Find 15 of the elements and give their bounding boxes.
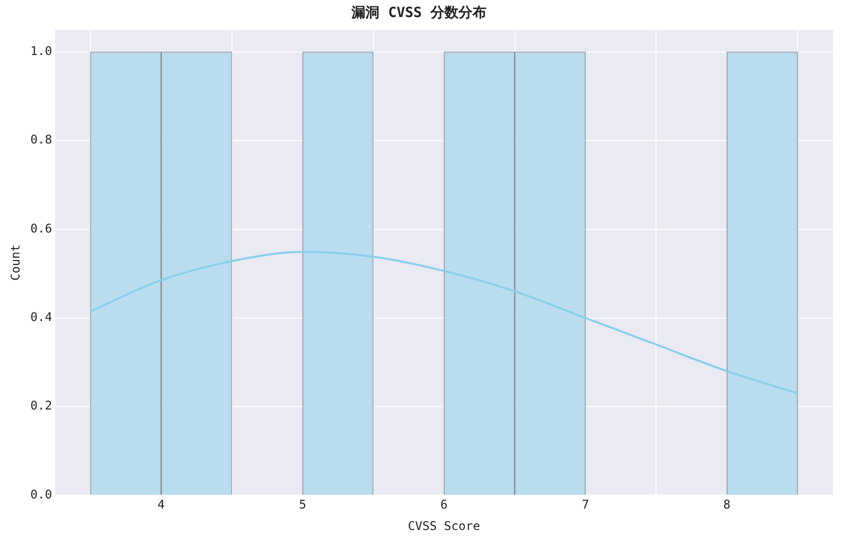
- y-tick-label: 0.6: [30, 221, 52, 236]
- y-tick-label: 1.0: [30, 44, 52, 58]
- y-tick-label: 0.2: [30, 398, 52, 413]
- y-tick-label: 0.4: [30, 310, 52, 324]
- x-tick-label: 7: [582, 498, 590, 512]
- y-axis-title: Count: [8, 244, 22, 281]
- x-tick-label: 5: [298, 498, 306, 512]
- chart-title: 漏洞 CVSS 分数分布: [350, 5, 486, 22]
- x-tick-label: 8: [723, 498, 731, 512]
- line-series: [89, 250, 799, 394]
- x-tick-label: 4: [158, 498, 165, 512]
- x-axis-title: CVSS Score: [408, 518, 480, 533]
- y-tick-label: 0.8: [30, 132, 52, 147]
- y-tick-label: 0.0: [30, 487, 52, 502]
- x-tick-label: 6: [440, 498, 448, 512]
